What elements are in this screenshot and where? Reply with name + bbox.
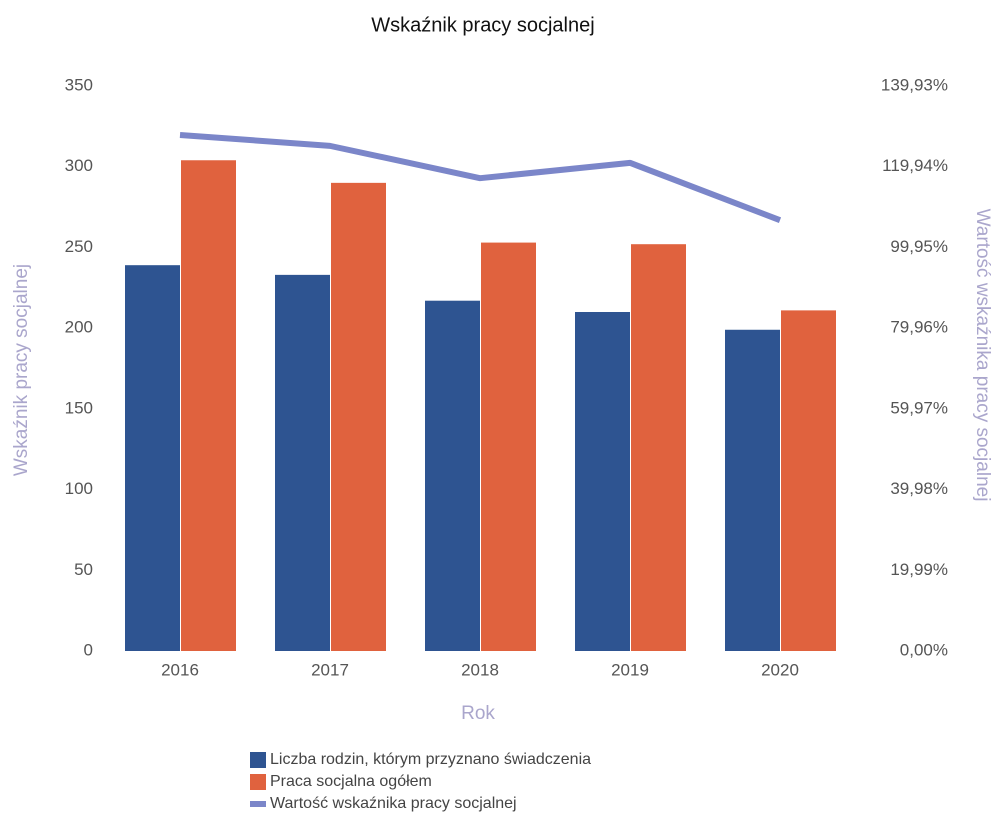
bar [181, 160, 236, 651]
bar [575, 312, 630, 651]
x-tick-label: 2019 [611, 660, 649, 679]
y-tick-label: 250 [65, 237, 93, 256]
legend-label: Liczba rodzin, którym przyznano świadcze… [270, 751, 591, 768]
x-tick-label: 2016 [161, 660, 199, 679]
x-axis-title: Rok [461, 703, 495, 724]
y2-tick-label: 39,98% [890, 479, 948, 498]
bar [631, 244, 686, 651]
x-tick-label: 2018 [461, 660, 499, 679]
y-tick-label: 50 [74, 560, 93, 579]
y2-tick-label: 139,93% [881, 75, 948, 94]
bar [125, 265, 180, 651]
y-tick-label: 150 [65, 398, 93, 417]
y-axis-title: Wskaźnik pracy socjalnej [11, 264, 32, 476]
y-tick-label: 350 [65, 75, 93, 94]
legend-swatch [250, 752, 266, 768]
x-tick-label: 2017 [311, 660, 349, 679]
legend-swatch [250, 801, 266, 807]
bar [725, 329, 780, 651]
x-tick-label: 2020 [761, 660, 799, 679]
y-tick-label: 100 [65, 479, 93, 498]
y2-tick-label: 19,99% [890, 560, 948, 579]
legend-label: Wartość wskaźnika pracy socjalnej [270, 795, 517, 812]
y2-tick-label: 99,95% [890, 237, 948, 256]
y-tick-label: 300 [65, 156, 93, 175]
chart-title: Wskaźnik pracy socjalnej [371, 14, 594, 36]
line [179, 131, 782, 223]
bar [331, 182, 386, 651]
bar [781, 310, 836, 651]
y2-tick-label: 0,00% [900, 640, 948, 659]
y2-tick-label: 59,97% [890, 398, 948, 417]
bar [481, 242, 536, 652]
y-tick-label: 200 [65, 318, 93, 337]
y-tick-label: 0 [84, 640, 93, 659]
legend-swatch [250, 774, 266, 790]
y2-axis-title: Wartość wskaźnika pracy socjalnej [972, 209, 993, 502]
bar [275, 274, 330, 651]
y2-tick-label: 119,94% [882, 156, 948, 175]
bar [425, 300, 480, 651]
y2-tick-label: 79,96% [890, 318, 948, 337]
legend-label: Praca socjalna ogółem [270, 773, 432, 790]
